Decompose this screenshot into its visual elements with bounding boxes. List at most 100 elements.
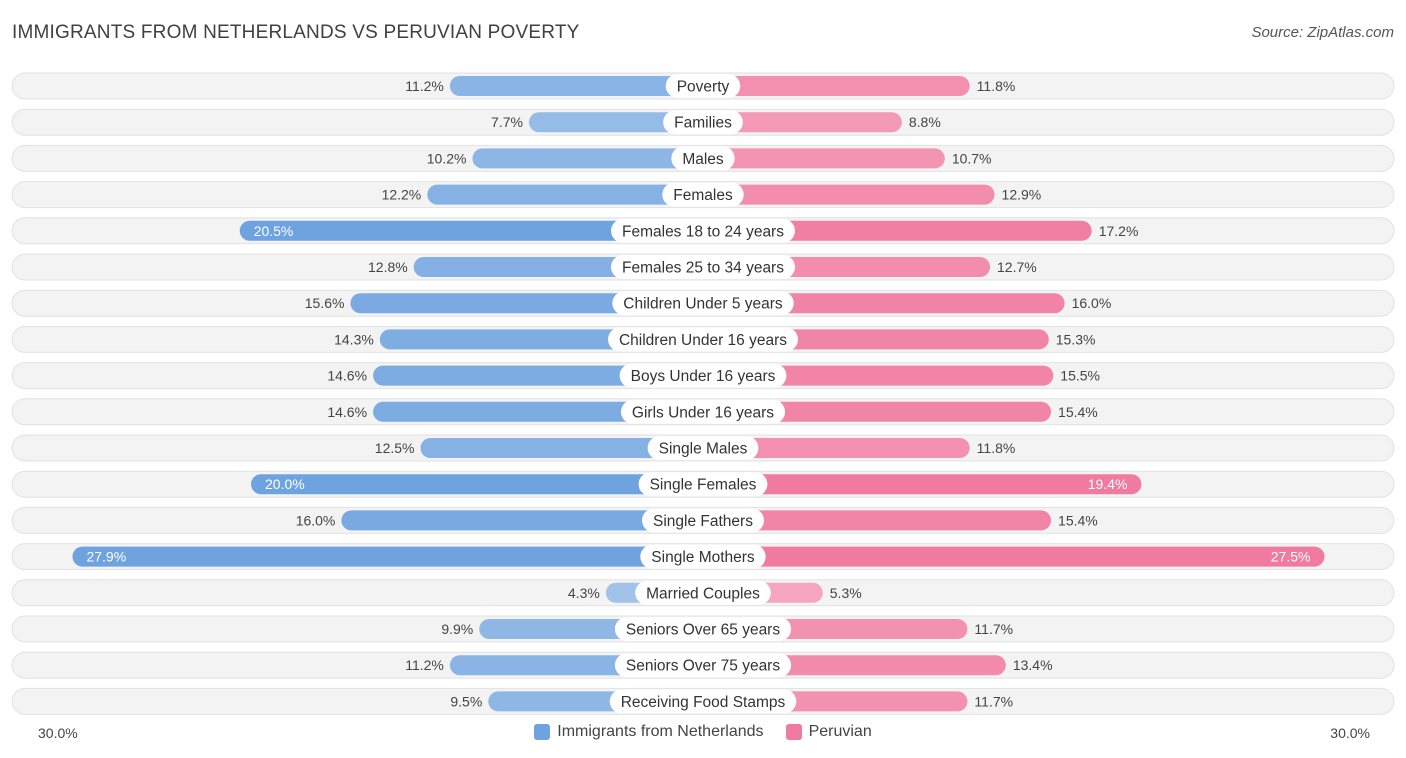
category-pill <box>665 74 741 98</box>
bar-peruvian <box>703 184 995 205</box>
bar-peruvian <box>703 148 945 169</box>
bar-peruvian <box>703 546 1325 567</box>
category-label: Seniors Over 65 years <box>626 622 780 639</box>
value-label-peruvian: 13.4% <box>1013 657 1053 673</box>
bar-netherlands <box>528 112 703 133</box>
value-label-netherlands: 9.9% <box>441 621 473 637</box>
bar-peruvian <box>703 365 1054 386</box>
chart-source: Source: ZipAtlas.com <box>1251 24 1394 41</box>
value-label-netherlands: 7.7% <box>491 114 523 130</box>
bar-netherlands <box>373 365 703 386</box>
category-pill <box>611 255 795 279</box>
axis-right-label: 30.0% <box>1330 725 1370 741</box>
value-label-peruvian: 10.7% <box>952 150 992 166</box>
category-pill <box>662 182 744 207</box>
category-label: Boys Under 16 years <box>631 368 776 385</box>
bar-netherlands <box>420 438 703 458</box>
category-pill <box>609 689 797 714</box>
bar-peruvian <box>703 401 1052 422</box>
value-label-netherlands: 10.2% <box>427 150 467 166</box>
value-label-netherlands: 11.2% <box>405 657 444 673</box>
value-label-peruvian: 16.0% <box>1072 295 1112 311</box>
value-label-peruvian: 15.4% <box>1058 512 1098 528</box>
bar-peruvian <box>703 220 1092 241</box>
category-label: Seniors Over 75 years <box>626 658 780 675</box>
value-label-peruvian: 11.7% <box>974 693 1013 709</box>
bar-netherlands <box>251 474 703 495</box>
value-label-netherlands: 15.6% <box>305 295 345 311</box>
legend-item-netherlands: Immigrants from Netherlands <box>534 723 764 741</box>
bar-peruvian <box>703 112 902 133</box>
category-pill <box>614 617 792 641</box>
legend-item-peruvian: Peruvian <box>785 723 872 741</box>
value-label-netherlands: 20.5% <box>254 223 294 239</box>
bar-peruvian <box>703 76 970 96</box>
bar-netherlands <box>373 401 703 422</box>
value-label-peruvian: 11.7% <box>974 621 1013 637</box>
value-label-netherlands: 14.6% <box>327 404 367 420</box>
value-label-peruvian: 5.3% <box>830 585 862 601</box>
value-label-netherlands: 12.2% <box>382 187 422 203</box>
category-pill <box>647 436 759 460</box>
category-pill <box>611 218 795 243</box>
legend-label-peruvian: Peruvian <box>808 723 872 740</box>
bar-netherlands <box>449 76 703 96</box>
value-label-peruvian: 15.4% <box>1058 404 1098 420</box>
legend-swatch-peruvian <box>785 724 802 740</box>
value-label-peruvian: 8.8% <box>909 114 941 130</box>
category-label: Females 25 to 34 years <box>622 260 784 277</box>
bar-netherlands <box>341 510 703 531</box>
category-pill <box>635 580 771 605</box>
category-label: Females 18 to 24 years <box>622 223 784 240</box>
bar-peruvian <box>703 510 1052 531</box>
category-label: Receiving Food Stamps <box>621 694 786 711</box>
legend-swatch-netherlands <box>534 724 551 740</box>
category-label: Families <box>674 115 732 132</box>
value-label-netherlands: 4.3% <box>568 585 600 601</box>
value-label-netherlands: 11.2% <box>405 78 444 94</box>
category-pill <box>640 544 766 569</box>
category-label: Married Couples <box>646 585 760 602</box>
value-label-peruvian: 15.3% <box>1056 331 1096 347</box>
category-pill <box>614 653 792 678</box>
category-pill <box>638 472 768 497</box>
category-label: Girls Under 16 years <box>632 404 774 421</box>
category-label: Poverty <box>677 79 730 96</box>
value-label-peruvian: 27.5% <box>1271 549 1311 565</box>
value-label-netherlands: 9.5% <box>450 693 482 709</box>
value-label-netherlands: 12.5% <box>375 440 415 456</box>
legend-label-netherlands: Immigrants from Netherlands <box>557 723 764 740</box>
value-label-peruvian: 11.8% <box>977 440 1016 456</box>
category-pill <box>671 146 735 171</box>
axis-left-label: 30.0% <box>38 725 78 741</box>
value-label-peruvian: 19.4% <box>1088 476 1128 492</box>
category-label: Children Under 16 years <box>619 332 787 349</box>
bar-netherlands <box>427 184 703 205</box>
value-label-peruvian: 15.5% <box>1060 368 1100 384</box>
bar-netherlands <box>72 546 703 567</box>
value-label-peruvian: 12.7% <box>997 259 1037 275</box>
category-label: Males <box>682 151 724 168</box>
diverging-bar-chart: 11.2% 11.8% Poverty 7.7% 8.8% Families 10.2% 10… <box>11 72 1395 715</box>
category-label: Females <box>673 187 733 204</box>
category-label: Single Males <box>659 441 748 458</box>
category-pill <box>663 110 743 135</box>
value-label-netherlands: 27.9% <box>86 549 126 565</box>
bar-netherlands <box>472 148 703 169</box>
bar-peruvian <box>703 293 1065 314</box>
category-pill <box>612 291 794 316</box>
chart-title: IMMIGRANTS FROM NETHERLANDS VS PERUVIAN … <box>12 22 580 43</box>
value-label-netherlands: 12.8% <box>368 259 408 275</box>
value-label-netherlands: 16.0% <box>296 512 336 528</box>
category-label: Children Under 5 years <box>623 296 783 313</box>
value-label-peruvian: 17.2% <box>1099 223 1139 239</box>
bar-peruvian <box>703 474 1142 495</box>
value-label-netherlands: 14.3% <box>334 331 374 347</box>
value-label-peruvian: 11.8% <box>977 78 1016 94</box>
value-label-netherlands: 20.0% <box>265 476 305 492</box>
legend: Immigrants from Netherlands Peruvian <box>0 723 1406 741</box>
category-pill <box>620 399 786 424</box>
bar-peruvian <box>703 438 970 458</box>
category-label: Single Fathers <box>653 513 753 530</box>
value-label-peruvian: 12.9% <box>1002 187 1042 203</box>
